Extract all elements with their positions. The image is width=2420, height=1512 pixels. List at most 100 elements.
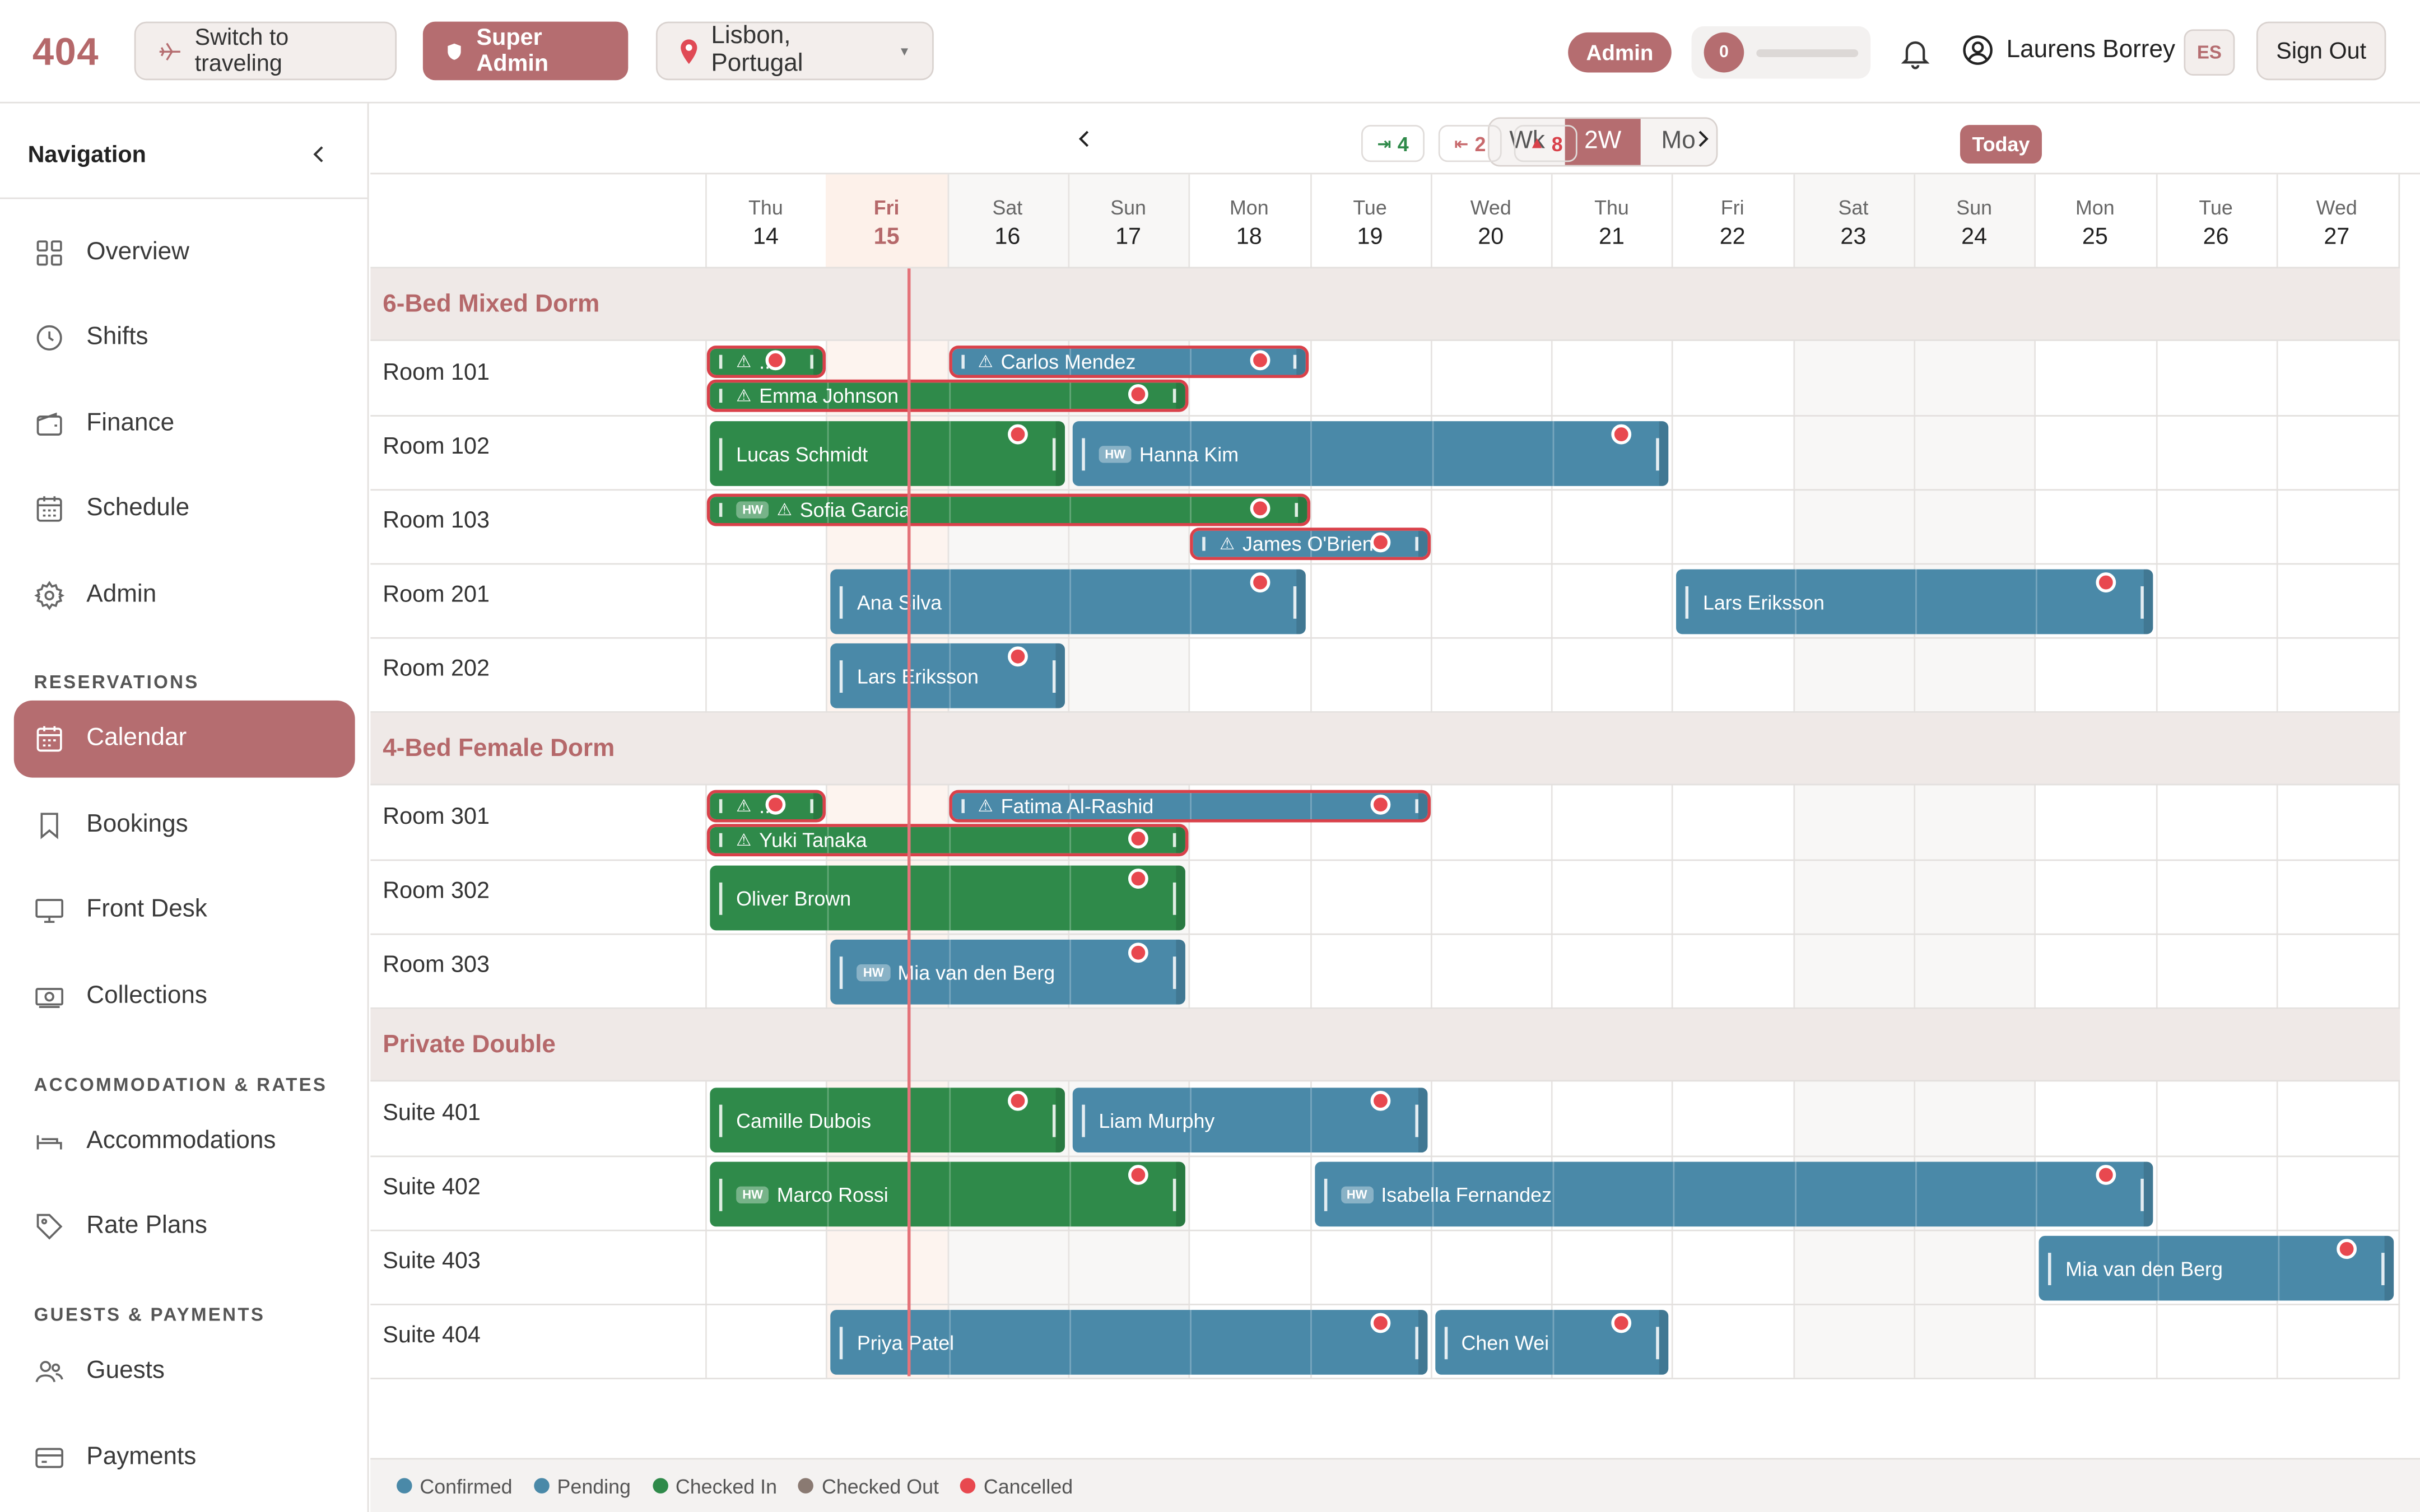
booking-bar[interactable]: HW Mia van den Berg	[831, 939, 1186, 1005]
view-two-week-button[interactable]: 2W	[1565, 119, 1641, 165]
day-header[interactable]: Thu 14	[705, 174, 826, 269]
sidebar-item-bookings[interactable]: Bookings	[14, 787, 355, 864]
chevron-left-icon[interactable]	[309, 142, 331, 166]
drag-handle-end[interactable]	[811, 799, 814, 813]
prev-period-icon[interactable]	[1074, 123, 1096, 154]
view-month-button[interactable]: Mo	[1661, 128, 1696, 155]
sign-out-button[interactable]: Sign Out	[2256, 21, 2386, 81]
day-header[interactable]: Wed 27	[2276, 174, 2398, 269]
drag-handle-end[interactable]	[1414, 1326, 1418, 1359]
booking-bar[interactable]: ⚠ Yuki Tanaka	[706, 824, 1189, 857]
drag-handle-end[interactable]	[1414, 1104, 1418, 1137]
drag-handle-start[interactable]	[1082, 437, 1085, 470]
day-header[interactable]: Tue 26	[2155, 174, 2277, 269]
drag-handle-start[interactable]	[1323, 1178, 1327, 1211]
drag-handle-start[interactable]	[961, 799, 964, 813]
day-header[interactable]: Sat 16	[947, 174, 1068, 269]
booking-bar[interactable]: ⚠ Fatima Al-Rashid	[948, 790, 1431, 823]
booking-bar[interactable]: Lars Eriksson	[1677, 569, 2153, 634]
drag-handle-end[interactable]	[1656, 1326, 1660, 1359]
drag-handle-end[interactable]	[2381, 1252, 2385, 1285]
sidebar-item-rate-plans[interactable]: Rate Plans	[14, 1188, 355, 1265]
next-period-icon[interactable]	[1692, 123, 1714, 154]
super-admin-button[interactable]: Super Admin	[422, 21, 629, 81]
drag-handle-start[interactable]	[1444, 1326, 1448, 1359]
booking-bar[interactable]: Oliver Brown	[710, 865, 1186, 931]
booking-bar[interactable]: Lars Eriksson	[831, 643, 1065, 708]
drag-handle-end[interactable]	[1294, 355, 1297, 368]
drag-handle-start[interactable]	[840, 1326, 844, 1359]
booking-bar[interactable]: Mia van den Berg	[2039, 1235, 2394, 1301]
drag-handle-start[interactable]	[840, 955, 844, 988]
day-header[interactable]: Sun 24	[1914, 174, 2035, 269]
booking-bar[interactable]: ⚠ Emma Johnson	[706, 379, 1189, 412]
booking-bar[interactable]: Ana Silva	[831, 569, 1307, 634]
drag-handle-start[interactable]	[719, 389, 723, 403]
drag-handle-start[interactable]	[719, 799, 723, 813]
drag-handle-end[interactable]	[1414, 537, 1418, 550]
drag-handle-end[interactable]	[1294, 503, 1297, 517]
drag-handle-end[interactable]	[1173, 389, 1176, 403]
sidebar-item-front-desk[interactable]: Front Desk	[14, 872, 355, 949]
switch-traveling-button[interactable]: Switch to traveling	[134, 21, 397, 81]
location-select[interactable]: Lisbon, Portugal ▼	[655, 21, 934, 81]
sidebar-item-payments[interactable]: Payments	[14, 1420, 355, 1497]
drag-handle-start[interactable]	[1202, 537, 1206, 550]
day-header[interactable]: Fri 15	[826, 174, 947, 269]
sidebar-item-calendar[interactable]: Calendar	[13, 700, 355, 778]
sidebar-item-accommodations[interactable]: Accommodations	[14, 1103, 355, 1180]
bell-icon[interactable]	[1898, 34, 1933, 71]
day-header[interactable]: Mon 25	[2035, 174, 2156, 269]
drag-handle-end[interactable]	[1656, 437, 1660, 470]
drag-handle-end[interactable]	[1173, 955, 1176, 988]
drag-handle-start[interactable]	[719, 355, 723, 368]
sidebar-item-guests[interactable]: Guests	[14, 1333, 355, 1410]
booking-bar[interactable]: Lucas Schmidt	[710, 421, 1065, 486]
booking-bar[interactable]: Liam Murphy	[1072, 1088, 1427, 1153]
departures-chip[interactable]: ⇤ 2	[1438, 125, 1502, 162]
user-menu[interactable]: Laurens Borrey	[1962, 34, 2175, 67]
booking-bar[interactable]: HW Marco Rossi	[710, 1161, 1186, 1227]
drag-handle-start[interactable]	[719, 833, 723, 847]
day-header[interactable]: Wed 20	[1430, 174, 1552, 269]
drag-handle-start[interactable]	[840, 659, 844, 692]
drag-handle-end[interactable]	[2140, 585, 2143, 618]
drag-handle-end[interactable]	[1414, 799, 1418, 813]
drag-handle-end[interactable]	[1173, 1178, 1176, 1211]
drag-handle-end[interactable]	[1052, 1104, 1056, 1137]
booking-bar[interactable]: HW Hanna Kim	[1072, 421, 1669, 486]
booking-bar[interactable]: Priya Patel	[831, 1310, 1427, 1375]
language-toggle[interactable]: ES	[2184, 29, 2235, 76]
drag-handle-start[interactable]	[2048, 1252, 2052, 1285]
booking-bar[interactable]: HW ⚠ Sofia Garcia	[706, 493, 1310, 526]
sidebar-item-schedule[interactable]: Schedule	[14, 470, 355, 548]
booking-bar[interactable]: ⚠ Carlos Mendez	[948, 346, 1310, 378]
booking-bar[interactable]: Chen Wei	[1435, 1310, 1669, 1375]
sidebar-item-overview[interactable]: Overview	[14, 214, 355, 292]
day-header[interactable]: Mon 18	[1188, 174, 1310, 269]
drag-handle-end[interactable]	[1052, 659, 1056, 692]
drag-handle-start[interactable]	[840, 585, 844, 618]
day-header[interactable]: Sat 23	[1793, 174, 1914, 269]
day-header[interactable]: Sun 17	[1068, 174, 1189, 269]
day-header[interactable]: Fri 22	[1672, 174, 1793, 269]
drag-handle-end[interactable]	[1173, 833, 1176, 847]
day-header[interactable]: Tue 19	[1309, 174, 1431, 269]
drag-handle-end[interactable]	[1173, 881, 1176, 914]
drag-handle-end[interactable]	[1052, 437, 1056, 470]
drag-handle-start[interactable]	[719, 1104, 723, 1137]
drag-handle-start[interactable]	[719, 503, 723, 517]
app-logo[interactable]: 404	[32, 31, 99, 74]
booking-bar[interactable]: ⚠ James O'Brien	[1190, 528, 1431, 561]
day-header[interactable]: Thu 21	[1551, 174, 1672, 269]
drag-handle-start[interactable]	[1686, 585, 1690, 618]
sidebar-item-shifts[interactable]: Shifts	[14, 299, 355, 376]
sidebar-item-admin[interactable]: Admin	[14, 557, 355, 634]
admin-pill[interactable]: Admin	[1568, 32, 1672, 73]
drag-handle-start[interactable]	[961, 355, 964, 368]
drag-handle-start[interactable]	[719, 881, 723, 914]
arrivals-chip[interactable]: ⇥ 4	[1361, 125, 1425, 162]
booking-bar[interactable]: Camille Dubois	[710, 1088, 1065, 1153]
alerts-chip[interactable]: ▲ 8	[1514, 125, 1577, 162]
sidebar-item-collections[interactable]: Collections	[14, 958, 355, 1035]
